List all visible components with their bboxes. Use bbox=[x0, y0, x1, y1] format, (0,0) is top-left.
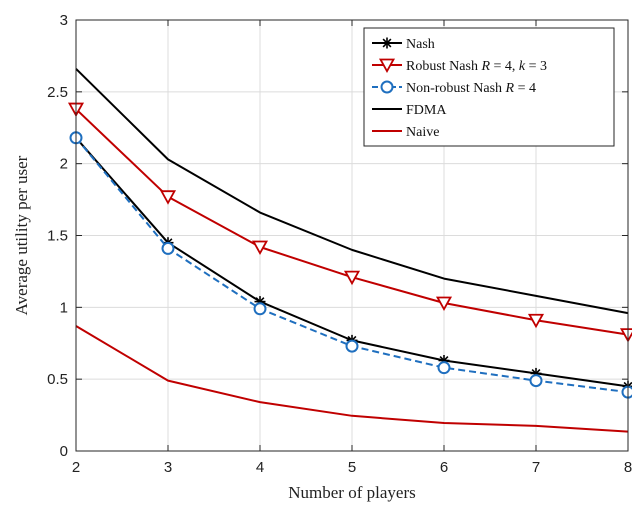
x-tick-label: 4 bbox=[256, 459, 264, 476]
circle-marker bbox=[345, 339, 359, 353]
legend-label-part: Robust Nash bbox=[406, 59, 481, 74]
circle-marker bbox=[161, 241, 175, 255]
x-tick-label: 7 bbox=[532, 459, 540, 476]
legend-item: FDMA bbox=[372, 103, 447, 118]
triangle-marker bbox=[251, 240, 269, 256]
series-line bbox=[75, 325, 629, 433]
axis-ticks: 2 3 4 5 6 7 8 0 0.5 1 1.5 2 2.5 3 bbox=[47, 12, 632, 476]
circle-marker bbox=[529, 374, 543, 388]
legend-label-part: k bbox=[519, 59, 526, 74]
legend-label-part: = 3 bbox=[525, 59, 547, 74]
circle-marker bbox=[253, 302, 267, 316]
legend-label-part: Non-robust Nash bbox=[406, 81, 506, 96]
legend: Nash Robust Nash R = 4, k = 3 Non-robust N… bbox=[363, 27, 615, 147]
y-tick-label: 2.5 bbox=[47, 84, 68, 101]
y-tick-label: 3 bbox=[60, 12, 68, 29]
circle-marker bbox=[621, 385, 632, 399]
circle-marker bbox=[380, 80, 394, 94]
asterisk-marker bbox=[381, 37, 393, 49]
y-tick-label: 0.5 bbox=[47, 371, 68, 388]
triangle-marker bbox=[619, 328, 632, 343]
series-nash bbox=[70, 132, 632, 392]
series-lines bbox=[67, 68, 632, 433]
legend-label-part: R bbox=[505, 81, 515, 96]
legend-label: FDMA bbox=[406, 103, 447, 118]
series-line bbox=[75, 68, 629, 315]
triangle-marker bbox=[343, 270, 361, 286]
x-tick-label: 8 bbox=[624, 459, 632, 476]
legend-label-part: = 4, bbox=[490, 59, 519, 74]
y-tick-label: 0 bbox=[60, 443, 68, 460]
x-tick-label: 2 bbox=[72, 459, 80, 476]
circle-marker bbox=[437, 361, 451, 375]
legend-label-part: R bbox=[480, 59, 490, 74]
triangle-marker bbox=[435, 296, 453, 312]
series-naive bbox=[75, 325, 629, 433]
legend-label: Non-robust Nash R = 4 bbox=[406, 81, 536, 96]
legend-label: Naive bbox=[406, 125, 439, 140]
y-tick-label: 1.5 bbox=[47, 228, 68, 245]
x-tick-label: 5 bbox=[348, 459, 356, 476]
legend-item: Robust Nash R = 4, k = 3 bbox=[372, 58, 547, 74]
triangle-marker bbox=[527, 313, 545, 329]
legend-box bbox=[363, 27, 615, 147]
legend-item: Nash bbox=[372, 37, 435, 52]
legend-item: Naive bbox=[372, 125, 439, 140]
triangle-marker bbox=[159, 190, 177, 205]
legend-label-part: = 4 bbox=[514, 81, 536, 96]
series-robust-nash-r-4-k-3 bbox=[67, 102, 632, 343]
x-axis-label: Number of players bbox=[288, 483, 415, 502]
x-tick-label: 6 bbox=[440, 459, 448, 476]
y-axis-label: Average utility per user bbox=[12, 155, 31, 315]
y-tick-label: 1 bbox=[60, 299, 68, 316]
legend-label: Nash bbox=[406, 37, 435, 52]
x-tick-label: 3 bbox=[164, 459, 172, 476]
triangle-marker bbox=[378, 58, 396, 74]
series-non-robust-nash-r-4 bbox=[69, 131, 632, 399]
legend-item: Non-robust Nash R = 4 bbox=[372, 80, 536, 96]
series-fdma bbox=[75, 68, 629, 315]
legend-label: Robust Nash R = 4, k = 3 bbox=[406, 59, 547, 74]
y-tick-label: 2 bbox=[60, 156, 68, 173]
